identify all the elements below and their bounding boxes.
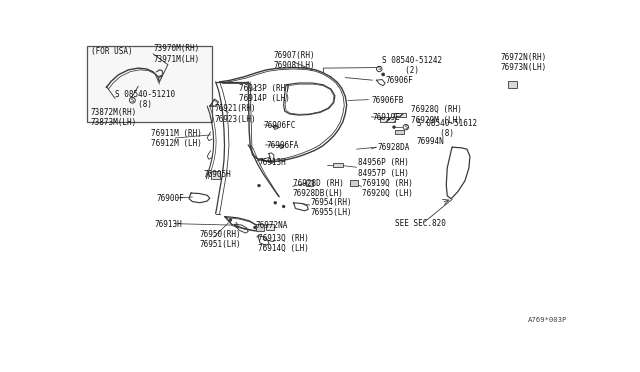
Bar (256, 224, 264, 231)
Text: 73970M(RH)
73971M(LH): 73970M(RH) 73971M(LH) (153, 44, 199, 64)
Text: 76906FC: 76906FC (264, 121, 296, 130)
Text: S 08540-51612
     (8): S 08540-51612 (8) (417, 119, 477, 138)
Text: 76911M (RH)
76912M (LH): 76911M (RH) 76912M (LH) (150, 129, 202, 148)
Bar (86, 46, 212, 122)
Text: SEE SEC.820: SEE SEC.820 (394, 219, 445, 228)
Bar (351, 180, 358, 186)
Text: 76906FA: 76906FA (266, 141, 299, 150)
Text: 73872M(RH)
73873M(LH): 73872M(RH) 73873M(LH) (90, 108, 137, 127)
Text: 76906F: 76906F (385, 76, 413, 85)
Text: 76913H: 76913H (258, 158, 286, 167)
Text: S: S (404, 125, 408, 129)
Text: (FOR USA): (FOR USA) (92, 47, 133, 56)
Text: 76921(RH)
76923(LH): 76921(RH) 76923(LH) (214, 104, 256, 124)
Text: 76900F: 76900F (157, 194, 185, 203)
Circle shape (282, 205, 285, 208)
Text: 76907(RH)
76908(LH): 76907(RH) 76908(LH) (274, 51, 316, 70)
Text: 76919E: 76919E (372, 113, 400, 122)
Text: S 08540-51210
     (8): S 08540-51210 (8) (115, 90, 175, 109)
Text: 76919Q (RH)
76920Q (LH): 76919Q (RH) 76920Q (LH) (362, 179, 413, 198)
Text: 76913H: 76913H (154, 220, 182, 229)
Circle shape (274, 201, 276, 204)
Text: 76950(RH)
76951(LH): 76950(RH) 76951(LH) (200, 230, 241, 249)
Bar (508, 81, 517, 88)
Text: 76905H: 76905H (204, 170, 232, 179)
Circle shape (229, 219, 232, 221)
Text: 76928D (RH)
76928DB(LH): 76928D (RH) 76928DB(LH) (292, 179, 344, 198)
Circle shape (393, 126, 396, 128)
Text: 76928DA: 76928DA (378, 143, 410, 152)
Text: 76972N(RH)
76973N(LH): 76972N(RH) 76973N(LH) (500, 53, 547, 72)
Text: S: S (378, 67, 381, 71)
Text: 76972NA: 76972NA (255, 221, 288, 230)
Text: 76906FB: 76906FB (371, 96, 404, 105)
Circle shape (253, 226, 257, 229)
Text: S 08540-51242
     (2): S 08540-51242 (2) (382, 55, 442, 75)
Text: A769*003P: A769*003P (527, 317, 567, 323)
Text: 76994N: 76994N (417, 137, 444, 146)
Bar (333, 163, 343, 167)
Bar (394, 130, 404, 134)
Bar (380, 116, 394, 122)
Text: 84956P (RH)
84957P (LH): 84956P (RH) 84957P (LH) (358, 158, 408, 177)
Text: 76913Q (RH)
76914Q (LH): 76913Q (RH) 76914Q (LH) (258, 234, 309, 253)
Circle shape (381, 73, 385, 76)
Circle shape (258, 184, 260, 187)
Text: 76913P (RH)
76914P (LH): 76913P (RH) 76914P (LH) (239, 84, 290, 103)
Bar (394, 113, 406, 117)
Text: 76928Q (RH)
76929M (LH): 76928Q (RH) 76929M (LH) (411, 105, 461, 125)
Text: S: S (131, 98, 134, 103)
Bar (211, 171, 220, 179)
Bar (305, 180, 313, 186)
Bar (266, 224, 275, 230)
Text: 76954(RH)
76955(LH): 76954(RH) 76955(LH) (311, 198, 353, 217)
